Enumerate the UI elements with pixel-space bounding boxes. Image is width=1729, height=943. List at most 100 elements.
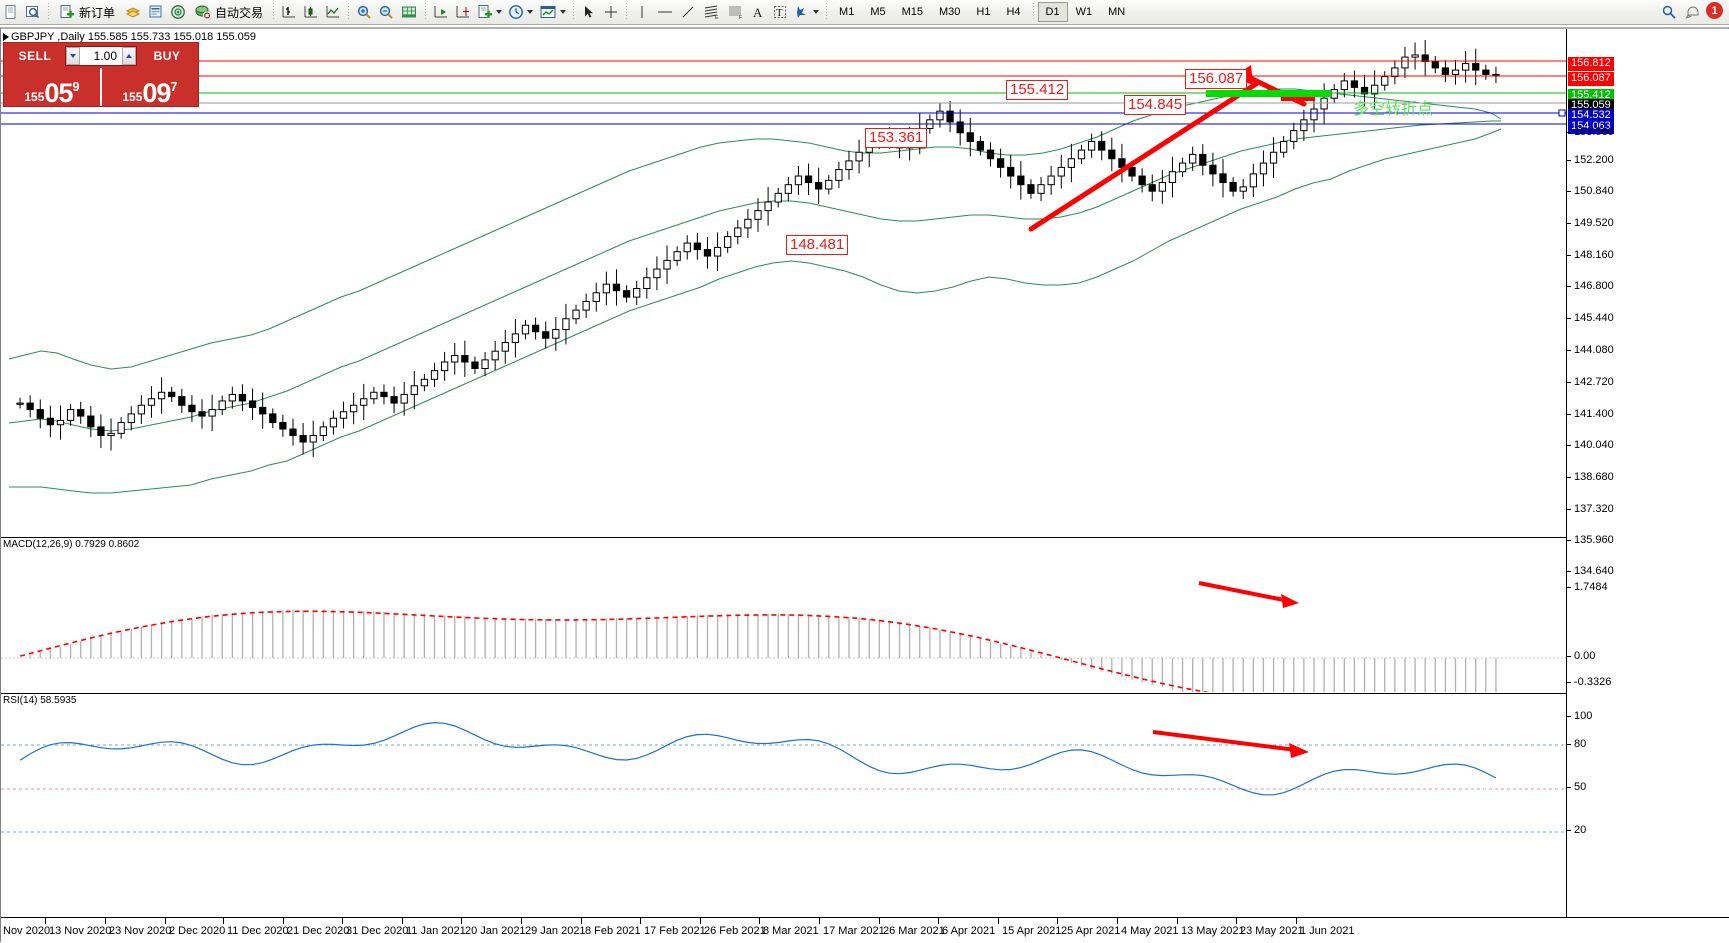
timeframe-mn[interactable]: MN — [1108, 6, 1126, 18]
templates-icon[interactable] — [536, 1, 569, 23]
buy-button[interactable]: BUY — [153, 48, 181, 63]
volume-decrease-button[interactable] — [66, 46, 80, 65]
chinese-annotation-text[interactable]: 多空转折点 — [1353, 99, 1434, 118]
fibo-icon[interactable]: E — [699, 1, 723, 23]
tick-dash-icon — [1567, 476, 1571, 478]
alerts-icon[interactable] — [1685, 3, 1703, 21]
candle-body — [845, 160, 853, 171]
search-icon[interactable] — [1661, 4, 1677, 20]
stack-icon[interactable] — [121, 1, 145, 23]
candle-body — [1360, 86, 1369, 95]
new-order-button[interactable]: 新订单 — [53, 1, 121, 23]
candle-body — [1401, 56, 1409, 69]
candle-chart-icon[interactable] — [300, 1, 322, 23]
price-annotation-label[interactable]: 155.412 — [1006, 80, 1069, 100]
time-axis[interactable]: Nov 2020 13 Nov 2020 23 Nov 2020 2 Dec 2020… — [1, 917, 1729, 943]
time-axis-label: 2 Dec 2020 — [169, 925, 226, 937]
autoscroll-icon[interactable] — [452, 1, 474, 23]
timeframe-h1[interactable]: H1 — [976, 6, 991, 18]
price-axis[interactable]: 156.812 156.087 155.412 155.059 154.532 154.0… — [1566, 29, 1729, 917]
time-axis-gridmark — [283, 918, 284, 924]
symbol-quote-text: GBPJPY ,Daily 155.585 155.733 155.018 15… — [11, 31, 257, 43]
candle-body — [683, 242, 691, 253]
price-annotation-label[interactable]: 148.481 — [786, 235, 849, 255]
line-chart-icon[interactable] — [322, 1, 344, 23]
tick-dash-icon — [1567, 444, 1571, 446]
timeframe-m1[interactable]: M1 — [839, 6, 855, 18]
candle-body — [602, 283, 611, 294]
channel-icon[interactable]: F — [723, 1, 747, 23]
time-axis-gridmark — [998, 918, 999, 924]
chevron-down-icon[interactable] — [527, 10, 534, 14]
time-axis-gridmark — [461, 918, 462, 924]
vline-icon[interactable] — [631, 1, 653, 23]
tick-dash-icon — [1567, 317, 1571, 319]
price-pane[interactable] — [1, 29, 1566, 535]
price-annotation-label[interactable]: 156.087 — [1185, 69, 1248, 89]
price-tag[interactable]: 156.087 — [1568, 72, 1614, 86]
volume-increase-button[interactable] — [122, 46, 136, 65]
rsi-drawn-arrow[interactable] — [1152, 730, 1309, 758]
timeframe-h4[interactable]: H4 — [1006, 6, 1021, 18]
price-tag[interactable]: 154.063 — [1568, 120, 1614, 134]
candle-body — [1087, 140, 1096, 151]
sell-price-fraction: 9 — [72, 79, 80, 94]
shapes-icon[interactable] — [791, 1, 822, 23]
chevron-down-icon[interactable] — [496, 10, 503, 14]
candle-body — [542, 331, 550, 339]
autotrade-button[interactable]: 自动交易 — [189, 1, 269, 23]
crosshair-icon[interactable] — [600, 1, 622, 23]
candle-body — [1320, 97, 1328, 110]
timeframe-m30[interactable]: M30 — [939, 6, 961, 18]
magnifier-chart-icon[interactable] — [22, 1, 44, 23]
label-icon[interactable]: T — [769, 1, 791, 23]
buy-price-fraction: 7 — [170, 79, 178, 94]
zoom-out-icon[interactable] — [375, 1, 397, 23]
trendline-icon[interactable] — [677, 1, 699, 23]
cursor-icon[interactable] — [578, 1, 600, 23]
timeframe-m5[interactable]: M5 — [870, 6, 886, 18]
buy-price-quote[interactable]: 155 09 7 — [100, 68, 198, 107]
candle-body — [1340, 80, 1348, 91]
text-icon[interactable]: A — [747, 1, 769, 23]
shift-icon[interactable] — [430, 1, 452, 23]
collapse-arrow-icon[interactable] — [3, 33, 9, 42]
tick-dash-icon — [1567, 681, 1571, 683]
grid-icon[interactable] — [397, 1, 421, 23]
drawn-trendline-up[interactable] — [1028, 81, 1259, 232]
sell-button[interactable]: SELL — [18, 48, 52, 63]
candle-body — [572, 309, 580, 320]
alerts-badge[interactable]: 1 — [1706, 2, 1723, 19]
one-click-trading-panel[interactable]: SELL 1.00 BUY 155 05 9 155 09 7 — [3, 42, 199, 107]
volume-stepper[interactable]: 1.00 — [65, 45, 137, 66]
price-tag[interactable]: 156.812 — [1568, 57, 1614, 71]
macd-pane[interactable]: MACD(12,26,9) 0.7929 0.8602 — [1, 537, 1566, 692]
timeframe-w1[interactable]: W1 — [1075, 6, 1093, 18]
price-tag[interactable]: 154.532 — [1568, 109, 1614, 123]
timeframe-d1[interactable]: D1 — [1037, 2, 1068, 22]
navigator-icon[interactable] — [167, 1, 189, 23]
price-annotation-label[interactable]: 153.361 — [865, 128, 928, 148]
terminal-icon[interactable] — [145, 1, 167, 23]
candle-body — [188, 404, 196, 413]
chart-window[interactable]: GBPJPY ,Daily 155.585 155.733 155.018 15… — [0, 27, 1729, 943]
rsi-pane[interactable]: RSI(14) 58.5935 — [1, 693, 1566, 844]
macd-drawn-arrow[interactable] — [1198, 581, 1299, 608]
volume-value[interactable]: 1.00 — [93, 48, 117, 63]
zoom-in-icon[interactable] — [353, 1, 375, 23]
chevron-down-icon[interactable] — [813, 10, 820, 14]
sell-price-quote[interactable]: 155 05 9 — [4, 68, 100, 107]
tick-dash-icon — [1567, 539, 1571, 541]
tick-dash-icon — [1567, 381, 1571, 383]
candle-body — [633, 287, 641, 298]
timeframe-m15[interactable]: M15 — [901, 6, 923, 18]
price-annotation-label[interactable]: 154.845 — [1124, 95, 1187, 115]
toolbar-separator — [425, 3, 427, 21]
macd-signal-line — [19, 610, 1210, 692]
hline-icon[interactable] — [653, 1, 677, 23]
indicators-icon[interactable] — [474, 1, 505, 23]
document-icon[interactable] — [0, 1, 22, 23]
period-icon[interactable] — [505, 1, 536, 23]
chevron-down-icon[interactable] — [560, 10, 567, 14]
bar-chart-icon[interactable] — [278, 1, 300, 23]
